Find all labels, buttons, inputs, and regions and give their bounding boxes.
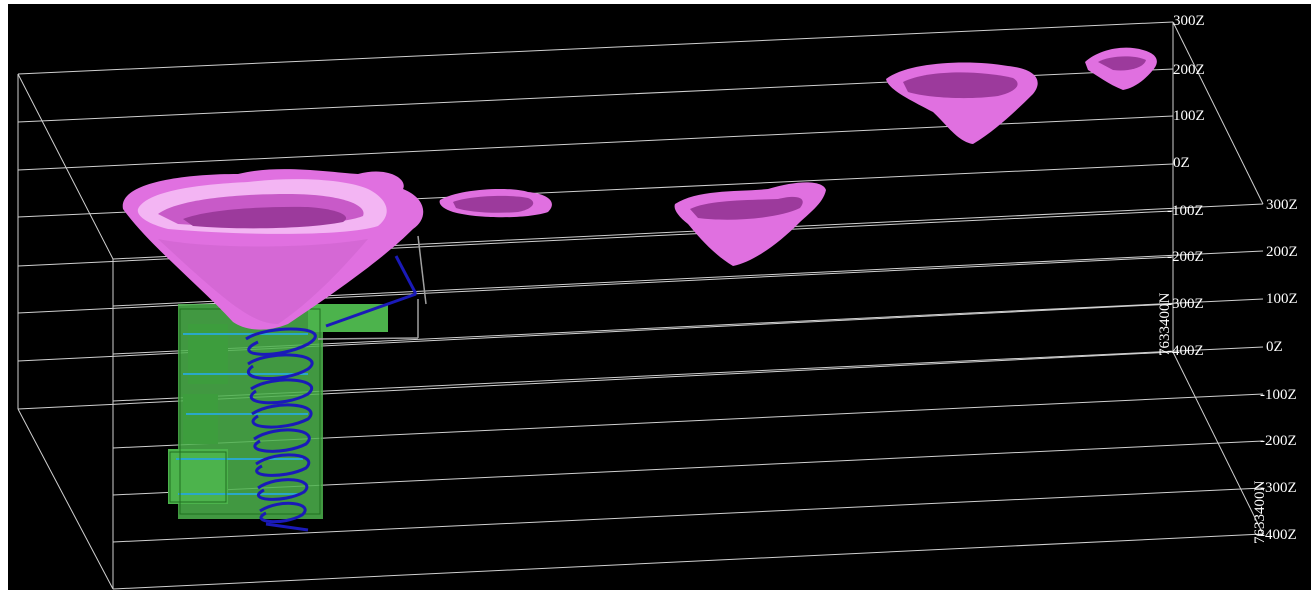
front-northing-label: 7633400N (1252, 481, 1268, 545)
pit-main-wall (158, 239, 368, 324)
back-elevation-labels: 300Z 200Z 100Z 0Z -100Z -200Z -300Z -400… (1157, 13, 1205, 359)
underground-workings (168, 304, 388, 519)
back-label-300z: 300Z (1173, 13, 1205, 29)
front-label-0z: 0Z (1266, 339, 1283, 355)
back-label-m400z: -400Z (1167, 343, 1204, 359)
box-edge-bottom-left (17, 408, 114, 590)
box-edge-top-right (1172, 21, 1264, 205)
open-pit-3 (674, 182, 826, 266)
front-label-200z: 200Z (1266, 244, 1298, 260)
elevation-grid (17, 21, 1264, 590)
open-pit-4 (886, 62, 1038, 144)
surface-infrastructure (317, 235, 427, 340)
pit-3-floor (690, 196, 803, 220)
pit-2-floor (453, 195, 534, 213)
pit-3-shell (674, 182, 826, 266)
stope-block-mid (183, 394, 218, 444)
back-northing-label: 7633400N (1157, 293, 1173, 357)
pit-5-floor (1098, 56, 1146, 71)
front-label-m300z: -300Z (1260, 480, 1297, 496)
back-label-m200z: -200Z (1167, 249, 1204, 265)
decline-ramp (245, 255, 418, 532)
back-label-m300z: -300Z (1167, 296, 1204, 312)
box-edge-top-left (17, 73, 114, 260)
front-elevation-labels: 300Z 200Z 100Z 0Z -100Z -200Z -300Z -400… (1252, 197, 1298, 544)
back-label-100z: 100Z (1173, 108, 1205, 124)
back-label-0z: 0Z (1173, 155, 1190, 171)
back-label-m100z: -100Z (1167, 203, 1204, 219)
front-label-m100z: -100Z (1260, 387, 1297, 403)
underground-drives (176, 333, 308, 495)
grid-line-m200z (17, 256, 1174, 314)
front-grid-m400z (112, 533, 1264, 590)
pit-4-floor (903, 72, 1018, 99)
pit-main-bench-2 (183, 206, 347, 229)
open-pit-5 (1085, 47, 1157, 90)
open-pit-main (122, 169, 424, 330)
back-label-200z: 200Z (1173, 62, 1205, 78)
scene-canvas: 300Z 200Z 100Z 0Z -100Z -200Z -300Z -400… (17, 13, 1298, 590)
front-grid-m300z (112, 487, 1264, 543)
stope-block-lower-left (168, 449, 228, 504)
front-label-300z: 300Z (1266, 197, 1298, 213)
front-label-m400z: -400Z (1260, 527, 1297, 543)
grid-line-300z (17, 21, 1174, 75)
front-label-100z: 100Z (1266, 291, 1298, 307)
3d-viewport[interactable]: 300Z 200Z 100Z 0Z -100Z -200Z -300Z -400… (8, 4, 1311, 590)
front-label-m200z: -200Z (1260, 433, 1297, 449)
open-pit-2 (439, 188, 552, 218)
